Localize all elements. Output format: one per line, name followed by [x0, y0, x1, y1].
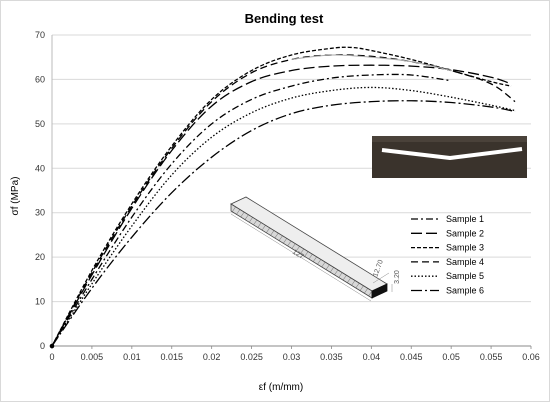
specimen-photo-inset: [372, 136, 527, 178]
specimen-top-face: [230, 196, 388, 292]
origin-marker: [49, 343, 55, 349]
x-tick-label: 0.005: [81, 352, 104, 362]
x-tick-label: 0.06: [522, 352, 540, 362]
legend-entry: Sample 1: [446, 214, 484, 224]
y-tick-label: 30: [35, 208, 45, 218]
specimen-side-face: [230, 203, 373, 299]
series-lines: [49, 46, 516, 349]
legend-entry: Sample 5: [446, 271, 484, 281]
dimension-thickness: 3.20: [394, 270, 401, 284]
y-tick-label: 0: [40, 341, 45, 351]
x-tick-label: 0.02: [203, 352, 221, 362]
chart-title: Bending test: [245, 11, 324, 26]
dimension-width: 12.70: [372, 259, 385, 278]
y-tick-label: 20: [35, 252, 45, 262]
x-tick-label: 0.03: [283, 352, 301, 362]
y-axis-label: σf (MPa): [10, 177, 21, 216]
x-tick-label: 0.035: [320, 352, 343, 362]
legend: Sample 1 Sample 2 Sample 3 Sample 4 Sample 5…: [411, 214, 484, 296]
gridlines: [52, 34, 531, 303]
series-line-sample-5: [51, 86, 516, 347]
x-tick-label: 0: [49, 352, 54, 362]
y-tick-label: 10: [35, 297, 45, 307]
series-line-sample-2: [51, 64, 512, 347]
x-axis-label: εf (m/mm): [259, 382, 303, 393]
specimen-end-face: [371, 283, 388, 299]
x-tick-label: 0.045: [400, 352, 423, 362]
series-line-sample-6: [51, 100, 516, 347]
specimen-drawing-inset: 127 12.70 3.20: [230, 196, 401, 302]
series-line-unnamed-6: [291, 54, 452, 72]
x-tick-label: 0.05: [442, 352, 460, 362]
series-line-sample-4: [51, 54, 516, 347]
x-tick-label: 0.055: [480, 352, 503, 362]
bent-specimen: [381, 147, 523, 160]
legend-entry: Sample 3: [446, 243, 484, 253]
y-tick-label: 70: [35, 30, 45, 40]
x-tick-label: 0.04: [363, 352, 381, 362]
y-tick-label: 40: [35, 163, 45, 173]
x-tick-label: 0.015: [160, 352, 183, 362]
x-tick-label: 0.025: [240, 352, 263, 362]
y-tick-label: 50: [35, 119, 45, 129]
y-tick-label: 60: [35, 74, 45, 84]
series-line-sample-1: [51, 73, 452, 347]
legend-entry: Sample 6: [446, 286, 484, 296]
legend-entry: Sample 2: [446, 228, 484, 238]
x-tick-label: 0.01: [123, 352, 141, 362]
axes: 0 10 20 30 40 50 60 70 0 0.005 0.01 0.015 0.02 0.025 0…: [35, 30, 540, 362]
legend-entry: Sample 4: [446, 257, 484, 267]
